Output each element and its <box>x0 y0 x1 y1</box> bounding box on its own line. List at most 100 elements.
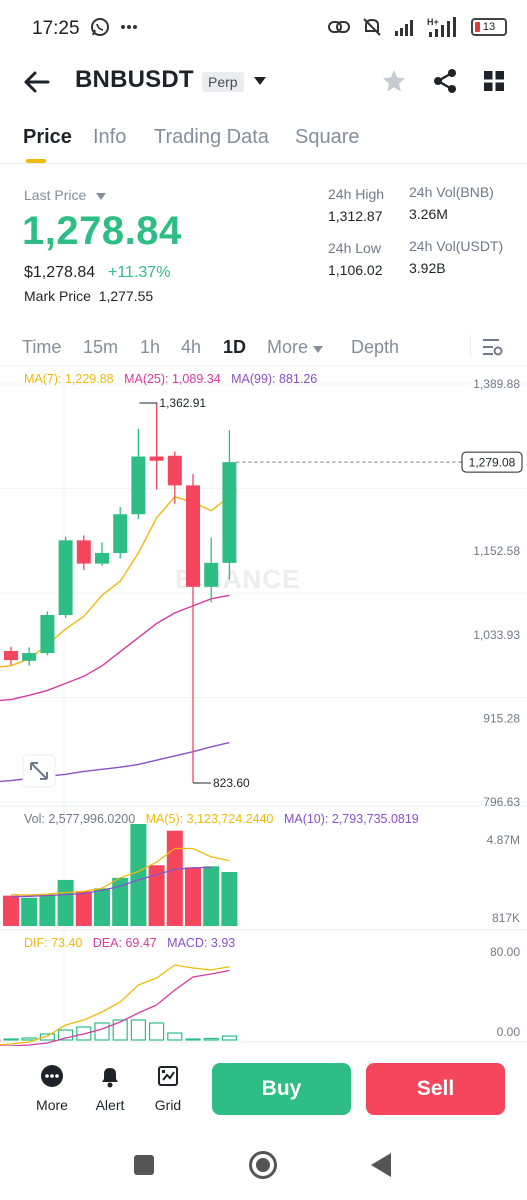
timeframe-bar: Time 15m 1h 4h 1D More Depth <box>0 330 527 366</box>
timeframe-1d[interactable]: 1D <box>223 337 247 357</box>
share-icon[interactable] <box>433 68 457 94</box>
tab-square[interactable]: Square <box>295 126 360 148</box>
symbol-title[interactable]: BNBUSDT <box>75 66 194 93</box>
timeframe-depth[interactable]: Depth <box>351 337 400 357</box>
y-axis-label: 915.28 <box>483 711 520 725</box>
stat-24h-high-label: 24h High <box>328 186 385 202</box>
fiat-price: $1,278.84 <box>24 264 96 281</box>
y-axis-labels: 1,389.88 1,152.58 1,033.93 915.28 796.63 <box>473 377 520 809</box>
bell-icon <box>102 1068 118 1088</box>
caret-down-icon <box>96 193 107 200</box>
divider <box>470 335 471 357</box>
y-axis-label: 796.63 <box>483 795 520 809</box>
tab-trading-data[interactable]: Trading Data <box>154 126 269 148</box>
chart-settings-icon[interactable] <box>481 337 503 357</box>
candle-body <box>113 514 128 554</box>
stat-24h-vol-bnb-label: 24h Vol(BNB) <box>409 184 494 200</box>
macd-histogram-bar <box>185 1038 201 1041</box>
sell-button[interactable]: Sell <box>366 1063 505 1115</box>
header: BNBUSDT Perp <box>0 56 527 108</box>
volume-ma10-line <box>10 866 212 898</box>
macd-histogram-bar <box>76 1026 92 1041</box>
macd-panel: 80.00 0.00 <box>0 945 520 1046</box>
current-price-tag-label: 1,279.08 <box>469 456 516 470</box>
macd-histogram-bar <box>112 1019 128 1041</box>
volume-bar <box>39 894 56 926</box>
y-axis-label: 1,033.93 <box>473 628 520 642</box>
candle-body <box>149 456 164 461</box>
mute-icon <box>363 18 381 36</box>
android-nav-bar <box>0 1136 527 1200</box>
star-icon[interactable] <box>381 68 407 94</box>
macd-histogram-bar <box>149 1022 165 1041</box>
volume-bar <box>130 824 147 926</box>
candles <box>4 402 237 783</box>
caret-down-icon[interactable] <box>253 76 267 86</box>
home-icon[interactable] <box>248 1150 278 1180</box>
stat-24h-vol-usdt-label: 24h Vol(USDT) <box>409 238 504 254</box>
battery-icon: 13 <box>471 18 507 36</box>
dif-legend: DIF: 73.40 <box>24 936 83 950</box>
last-price: 1,278.84 <box>22 209 182 253</box>
candle-body <box>58 540 73 616</box>
macd-legend: DIF: 73.40 DEA: 69.47 MACD: 3.93 <box>24 936 235 950</box>
macd-histogram-bar <box>167 1032 183 1041</box>
grid-button[interactable]: Grid <box>140 1064 196 1113</box>
low-marker-label: 823.60 <box>213 776 250 790</box>
expand-icon[interactable] <box>22 754 56 788</box>
dif-line <box>0 964 230 1046</box>
timeframe-15m[interactable]: 15m <box>83 337 119 357</box>
network-type: H+ <box>427 17 439 27</box>
stat-24h-vol-usdt: 3.92B <box>409 260 446 276</box>
volume-axis-label: 817K <box>492 911 520 925</box>
more-circle-icon <box>41 1065 63 1087</box>
timeframe-more[interactable]: More <box>267 337 324 358</box>
timeframe-1h[interactable]: 1h <box>140 337 161 357</box>
candle-body <box>95 553 109 564</box>
price-ma-legend: MA(7): 1,229.88 MA(25): 1,089.34 MA(99):… <box>24 372 317 386</box>
price-panel: Last Price 1,278.84 $1,278.84 +11.37% Ma… <box>0 176 527 316</box>
signal-icon <box>395 20 413 36</box>
volume-bar <box>21 897 38 926</box>
volume-bar <box>166 830 183 926</box>
alert-button[interactable]: Alert <box>82 1064 138 1113</box>
candle-body <box>40 615 55 654</box>
recents-icon[interactable] <box>133 1154 155 1176</box>
price-markers: 1,362.91 823.60 1,279.08 <box>139 396 523 790</box>
vol-ma5-legend: MA(5): 3,123,724.2440 <box>145 812 274 826</box>
timeframe-time[interactable]: Time <box>22 337 62 357</box>
volume-legend: Vol: 2,577,996.0200 MA(5): 3,123,724.244… <box>24 812 419 826</box>
macd-histogram-bar <box>39 1033 56 1041</box>
dea-legend: DEA: 69.47 <box>92 936 157 950</box>
tab-info[interactable]: Info <box>93 126 127 148</box>
y-axis-label: 1,152.58 <box>473 544 520 558</box>
macd-histogram-bar <box>203 1037 219 1041</box>
ma99-legend: MA(99): 881.26 <box>231 372 318 386</box>
active-tab-indicator <box>26 159 46 163</box>
stat-24h-low: 1,106.02 <box>328 262 383 278</box>
volume-bar <box>203 866 220 926</box>
back-icon[interactable] <box>370 1152 392 1178</box>
bottom-action-bar: More Alert Grid Buy Sell <box>0 1060 527 1130</box>
volume-bar <box>57 879 74 926</box>
caret-down-icon <box>313 346 324 353</box>
link-icon <box>328 21 350 33</box>
candle-body <box>76 540 91 564</box>
macd-histogram-bar <box>21 1037 37 1041</box>
perp-badge: Perp <box>202 72 244 92</box>
timeframe-4h[interactable]: 4h <box>181 337 202 357</box>
volume-bar <box>221 872 238 926</box>
last-price-label[interactable]: Last Price <box>24 187 107 203</box>
volume-bar <box>3 895 19 926</box>
volume-bar <box>112 877 129 926</box>
more-button[interactable]: More <box>24 1064 80 1113</box>
ma25-line <box>0 594 230 702</box>
tab-price[interactable]: Price <box>23 126 72 148</box>
grid-icon[interactable] <box>483 70 505 92</box>
candle-body <box>4 650 18 661</box>
buy-button[interactable]: Buy <box>212 1063 351 1115</box>
current-price-tag <box>461 451 523 473</box>
back-arrow-icon[interactable] <box>22 68 52 96</box>
macd-histogram-bar <box>130 1019 146 1041</box>
